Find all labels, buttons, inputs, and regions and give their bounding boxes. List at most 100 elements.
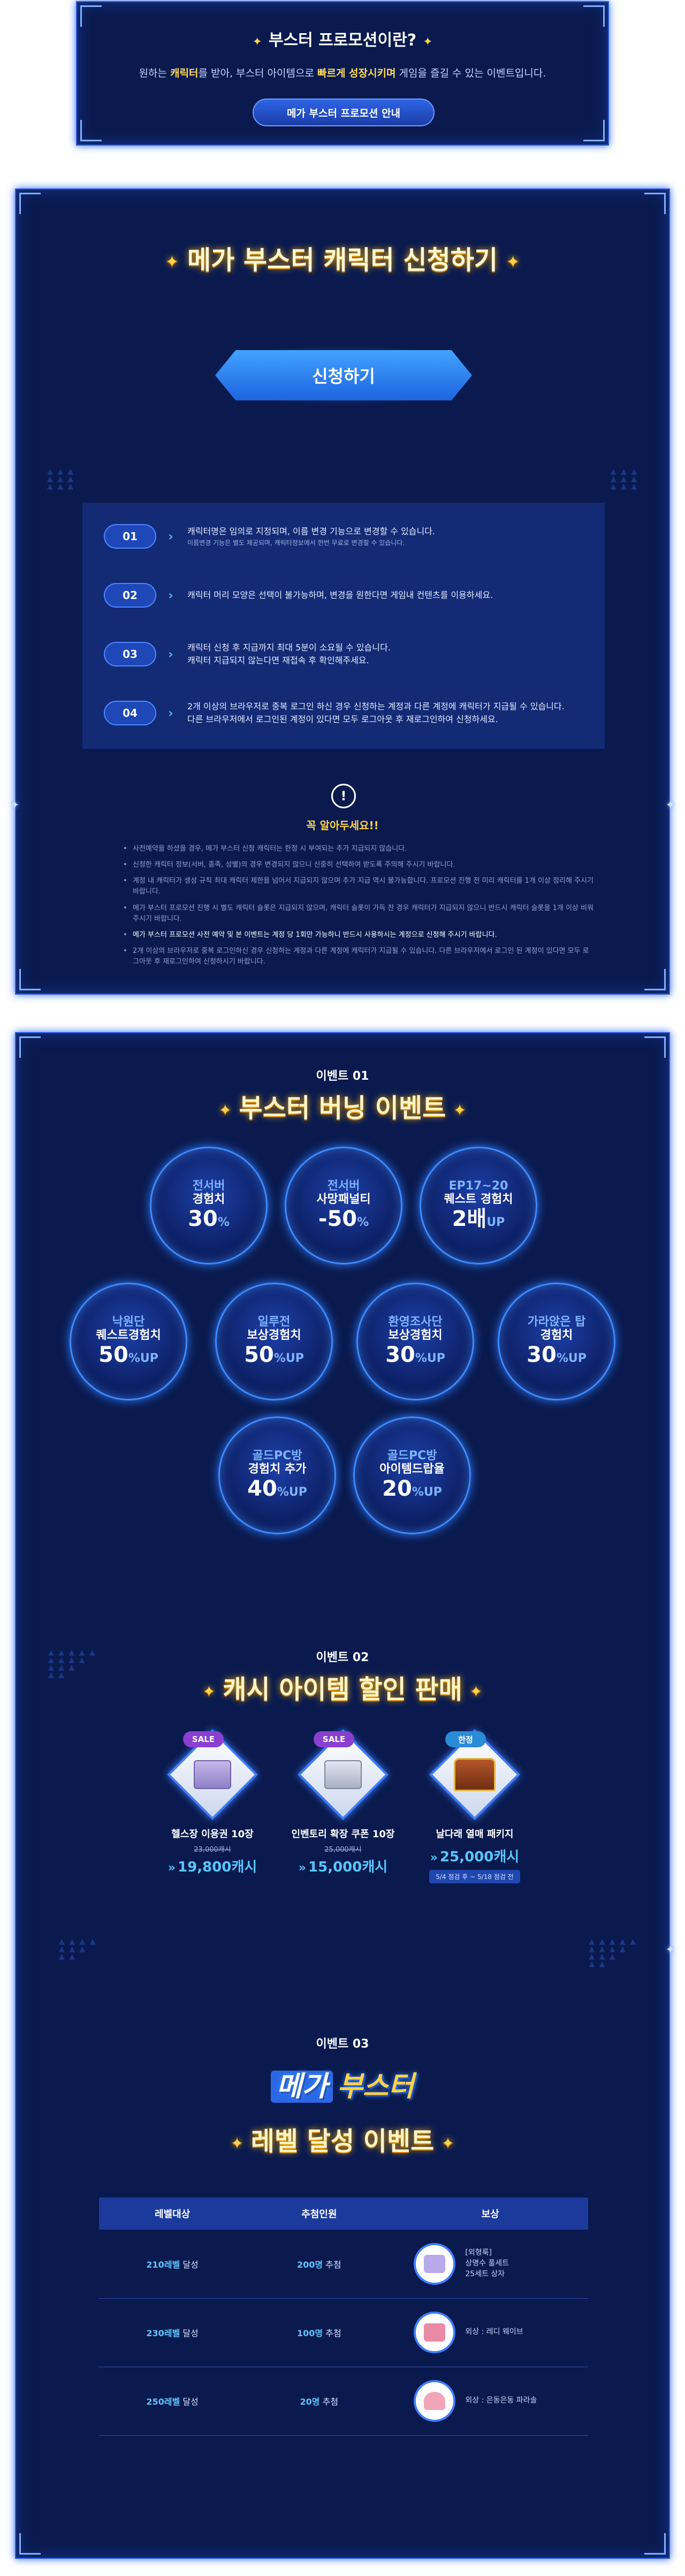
- boost-circle: 가라앉은 탑 경험치 30%UP: [498, 1283, 615, 1400]
- steps-box: 01 › 캐릭터명은 임의로 지정되며, 이름 변경 기능으로 변경할 수 있습…: [82, 503, 605, 749]
- reward-table: 레벨대상 추첨인원 보상 210레벨 달성 200명 추첨 [외형룩] 상명수 풀…: [99, 2198, 588, 2436]
- sparkle-icon: ✦: [665, 1943, 675, 1957]
- frame-corner: [583, 120, 605, 141]
- cash-item[interactable]: SALE 인벤토리 확장 쿠폰 10장 25,000캐시 » 15,000캐시: [276, 1729, 410, 1876]
- sparkle-icon: ✦: [165, 252, 179, 271]
- item-image: 한정: [429, 1729, 520, 1820]
- step-text: 캐릭터 신청 후 지급까지 최대 5분이 소요될 수 있습니다. 캐릭터 지급되지…: [187, 642, 391, 665]
- sparkle-icon: ✦: [442, 2134, 454, 2152]
- frame-corner: [80, 120, 102, 141]
- step-text: 캐릭터 머리 모양은 선택이 불가능하며, 변경을 원한다면 게임내 컨텐츠를 …: [187, 590, 493, 600]
- decor-pattern: ▲ ▲ ▲ ▲ ▲ ▲ ▲ ▲ ▲ ▲ ▲ ▲ ▲ ▲: [589, 1937, 637, 1968]
- boost-circle: 골드PC방 경험치 추가 40%UP: [218, 1416, 336, 1534]
- event2-label: 이벤트 02: [316, 1651, 369, 1664]
- sparkle-icon: ✦: [231, 2134, 243, 2152]
- sparkle-icon: ✦: [252, 35, 262, 49]
- item-image: SALE: [298, 1729, 389, 1820]
- double-arrow-icon: »: [168, 1861, 176, 1875]
- reward-text: 외상 : 레디 웨이브: [465, 2328, 523, 2337]
- events-panel: ✦ ▲ ▲ ▲ ▲ ▲ ▲ ▲ ▲ ▲ ▲ ▲ ▲ ▲ ▲ ▲ ▲ ▲ ▲ ▲ ▲ ▲ …: [15, 1032, 675, 2559]
- double-arrow-icon: »: [430, 1851, 438, 1865]
- reward-text: [외형룩] 상명수 풀세트 25세트 상자: [465, 2248, 509, 2278]
- step-item: 03 › 캐릭터 신청 후 지급까지 최대 5분이 소요될 수 있습니다. 캐릭터…: [82, 630, 605, 678]
- item-name: 인벤토리 확장 쿠폰 10장: [291, 1829, 395, 1840]
- notice-item: 메가 부스터 프로모션 진행 시 별도 캐릭터 슬롯은 지급되지 않으며, 캐릭…: [123, 903, 594, 925]
- cash-item[interactable]: 한정 날다래 열매 패키지 » 25,000캐시 5/4 점검 후 ~ 5/18 …: [408, 1729, 542, 1883]
- apply-button[interactable]: 신청하기: [215, 350, 472, 400]
- notice-item: 메가 부스터 프로모션 사전 예약 및 본 이벤트는 계정 당 1회만 가능하니…: [123, 930, 594, 941]
- notice-item: 사전예약을 하셨을 경우, 메가 부스터 신청 캐릭터는 한정 시 부여되는 추…: [123, 844, 594, 854]
- sparkle-icon: ✦: [506, 252, 520, 271]
- intro-panel: ✦ 부스터 프로모션이란? ✦ 원하는 캐릭터를 받아, 부스터 아이템으로 빠르게…: [76, 1, 609, 146]
- item-name: 헬스장 이용권 10장: [171, 1829, 254, 1840]
- reward-thumbnail: [414, 2312, 456, 2353]
- sale-badge: SALE: [183, 1731, 224, 1747]
- decor-pattern: ▲ ▲ ▲ ▲ ▲ ▲ ▲ ▲ ▲: [59, 1937, 97, 1961]
- frame-corner: [644, 2533, 666, 2555]
- frame-corner: [644, 193, 666, 214]
- event3-label: 이벤트 03: [316, 2037, 369, 2051]
- boost-circle: 전서버 경험치 30%: [150, 1147, 268, 1264]
- intro-title: ✦ 부스터 프로모션이란? ✦: [252, 31, 433, 50]
- event1-label: 이벤트 01: [316, 1070, 369, 1083]
- sparkle-icon: ✦: [453, 1101, 466, 1119]
- decor-pattern: ▲ ▲ ▲ ▲ ▲ ▲ ▲ ▲ ▲: [47, 467, 75, 491]
- step-number: 01: [104, 524, 156, 549]
- frame-corner: [19, 193, 41, 214]
- chevron-right-icon: ›: [168, 529, 173, 544]
- item-original-price: 25,000캐시: [324, 1846, 362, 1854]
- item-price: » 19,800캐시: [168, 1859, 257, 1875]
- reward-thumbnail: [414, 2242, 456, 2285]
- boost-circle: 전서버 사망패널티 -50%: [285, 1147, 402, 1264]
- column-header: 보상: [392, 2198, 588, 2230]
- cash-item[interactable]: SALE 헬스장 이용권 10장 23,000캐시 » 19,800캐시: [146, 1729, 279, 1876]
- reward-thumbnail: [414, 2380, 456, 2422]
- notice-item: 계정 내 캐릭터가 생성 규칙 최대 캐릭터 제한을 넘어서 지급되지 않으며 …: [123, 876, 594, 897]
- chevron-right-icon: ›: [168, 588, 173, 603]
- event3-title: ✦ 레벨 달성 이벤트 ✦: [231, 2126, 454, 2156]
- apply-title: ✦ 메가 부스터 캐릭터 신청하기 ✦: [165, 245, 520, 275]
- promotion-guide-button[interactable]: 메가 부스터 프로모션 안내: [253, 99, 435, 126]
- boost-circle: 일루전 보상경험치 50%UP: [215, 1283, 333, 1400]
- step-item: 04 › 2개 이상의 브라우저로 중복 로그인 하신 경우 신청하는 계정과 …: [82, 689, 605, 737]
- frame-corner: [80, 5, 102, 27]
- sparkle-icon: ✦: [219, 1101, 232, 1119]
- sale-period: 5/4 점검 후 ~ 5/18 점검 전: [429, 1870, 520, 1883]
- table-header-row: 레벨대상 추첨인원 보상: [99, 2198, 588, 2230]
- frame-corner: [644, 1036, 666, 1058]
- chevron-right-icon: ›: [168, 706, 173, 721]
- frame-corner: [583, 5, 605, 27]
- frame-corner: [644, 969, 666, 990]
- treasure-chest-icon: [454, 1758, 496, 1791]
- limited-badge: 한정: [445, 1731, 486, 1747]
- item-price: » 25,000캐시: [430, 1849, 520, 1865]
- item-original-price: 23,000캐시: [194, 1846, 231, 1854]
- reward-text: 외상 : 은동은동 파라솔: [465, 2396, 537, 2405]
- table-row: 230레벨 달성 100명 추첨 외상 : 레디 웨이브: [99, 2298, 588, 2367]
- table-row: 250레벨 달성 20명 추첨 외상 : 은동은동 파라솔: [99, 2367, 588, 2436]
- step-number: 02: [104, 583, 156, 608]
- frame-corner: [19, 969, 41, 990]
- sparkle-icon: ✦: [202, 1682, 216, 1700]
- sparkle-icon: ✦: [665, 799, 675, 812]
- notice-item: 2개 이상의 브라우저로 중복 로그인하신 경우 신청하는 계정과 다른 계정에…: [123, 946, 594, 967]
- sparkle-icon: ✦: [469, 1682, 483, 1700]
- boost-circle: EP17~20 퀘스트 경험치 2배UP: [420, 1147, 537, 1264]
- step-text: 2개 이상의 브라우저로 중복 로그인 하신 경우 신청하는 계정과 다른 계정…: [187, 701, 565, 724]
- sparkle-icon: ✦: [423, 35, 433, 49]
- gift-box-icon: [324, 1760, 362, 1789]
- sale-badge: SALE: [314, 1731, 354, 1747]
- step-item: 01 › 캐릭터명은 임의로 지정되며, 이름 변경 기능으로 변경할 수 있습…: [82, 512, 605, 560]
- item-name: 날다래 열매 패키지: [436, 1829, 514, 1840]
- decor-pattern: ▲ ▲ ▲ ▲ ▲ ▲ ▲ ▲ ▲: [610, 467, 638, 491]
- sparkle-icon: ✦: [10, 799, 20, 812]
- column-header: 레벨대상: [99, 2198, 246, 2230]
- column-header: 추첨인원: [246, 2198, 393, 2230]
- notice-item: 신청한 캐릭터 정보(서버, 종족, 성별)의 경우 변경되지 않으니 신중히 …: [123, 860, 594, 870]
- boost-circle: 골드PC방 아이템드랍율 20%UP: [353, 1416, 471, 1534]
- mega-booster-logo: 메가 부스터: [16, 2064, 669, 2104]
- intro-description: 원하는 캐릭터를 받아, 부스터 아이템으로 빠르게 성장시키며 게임을 즐길 …: [139, 67, 546, 79]
- event1-title: ✦ 부스터 버닝 이벤트 ✦: [219, 1093, 466, 1123]
- notice-list: 사전예약을 하셨을 경우, 메가 부스터 신청 캐릭터는 한정 시 부여되는 추…: [123, 844, 594, 973]
